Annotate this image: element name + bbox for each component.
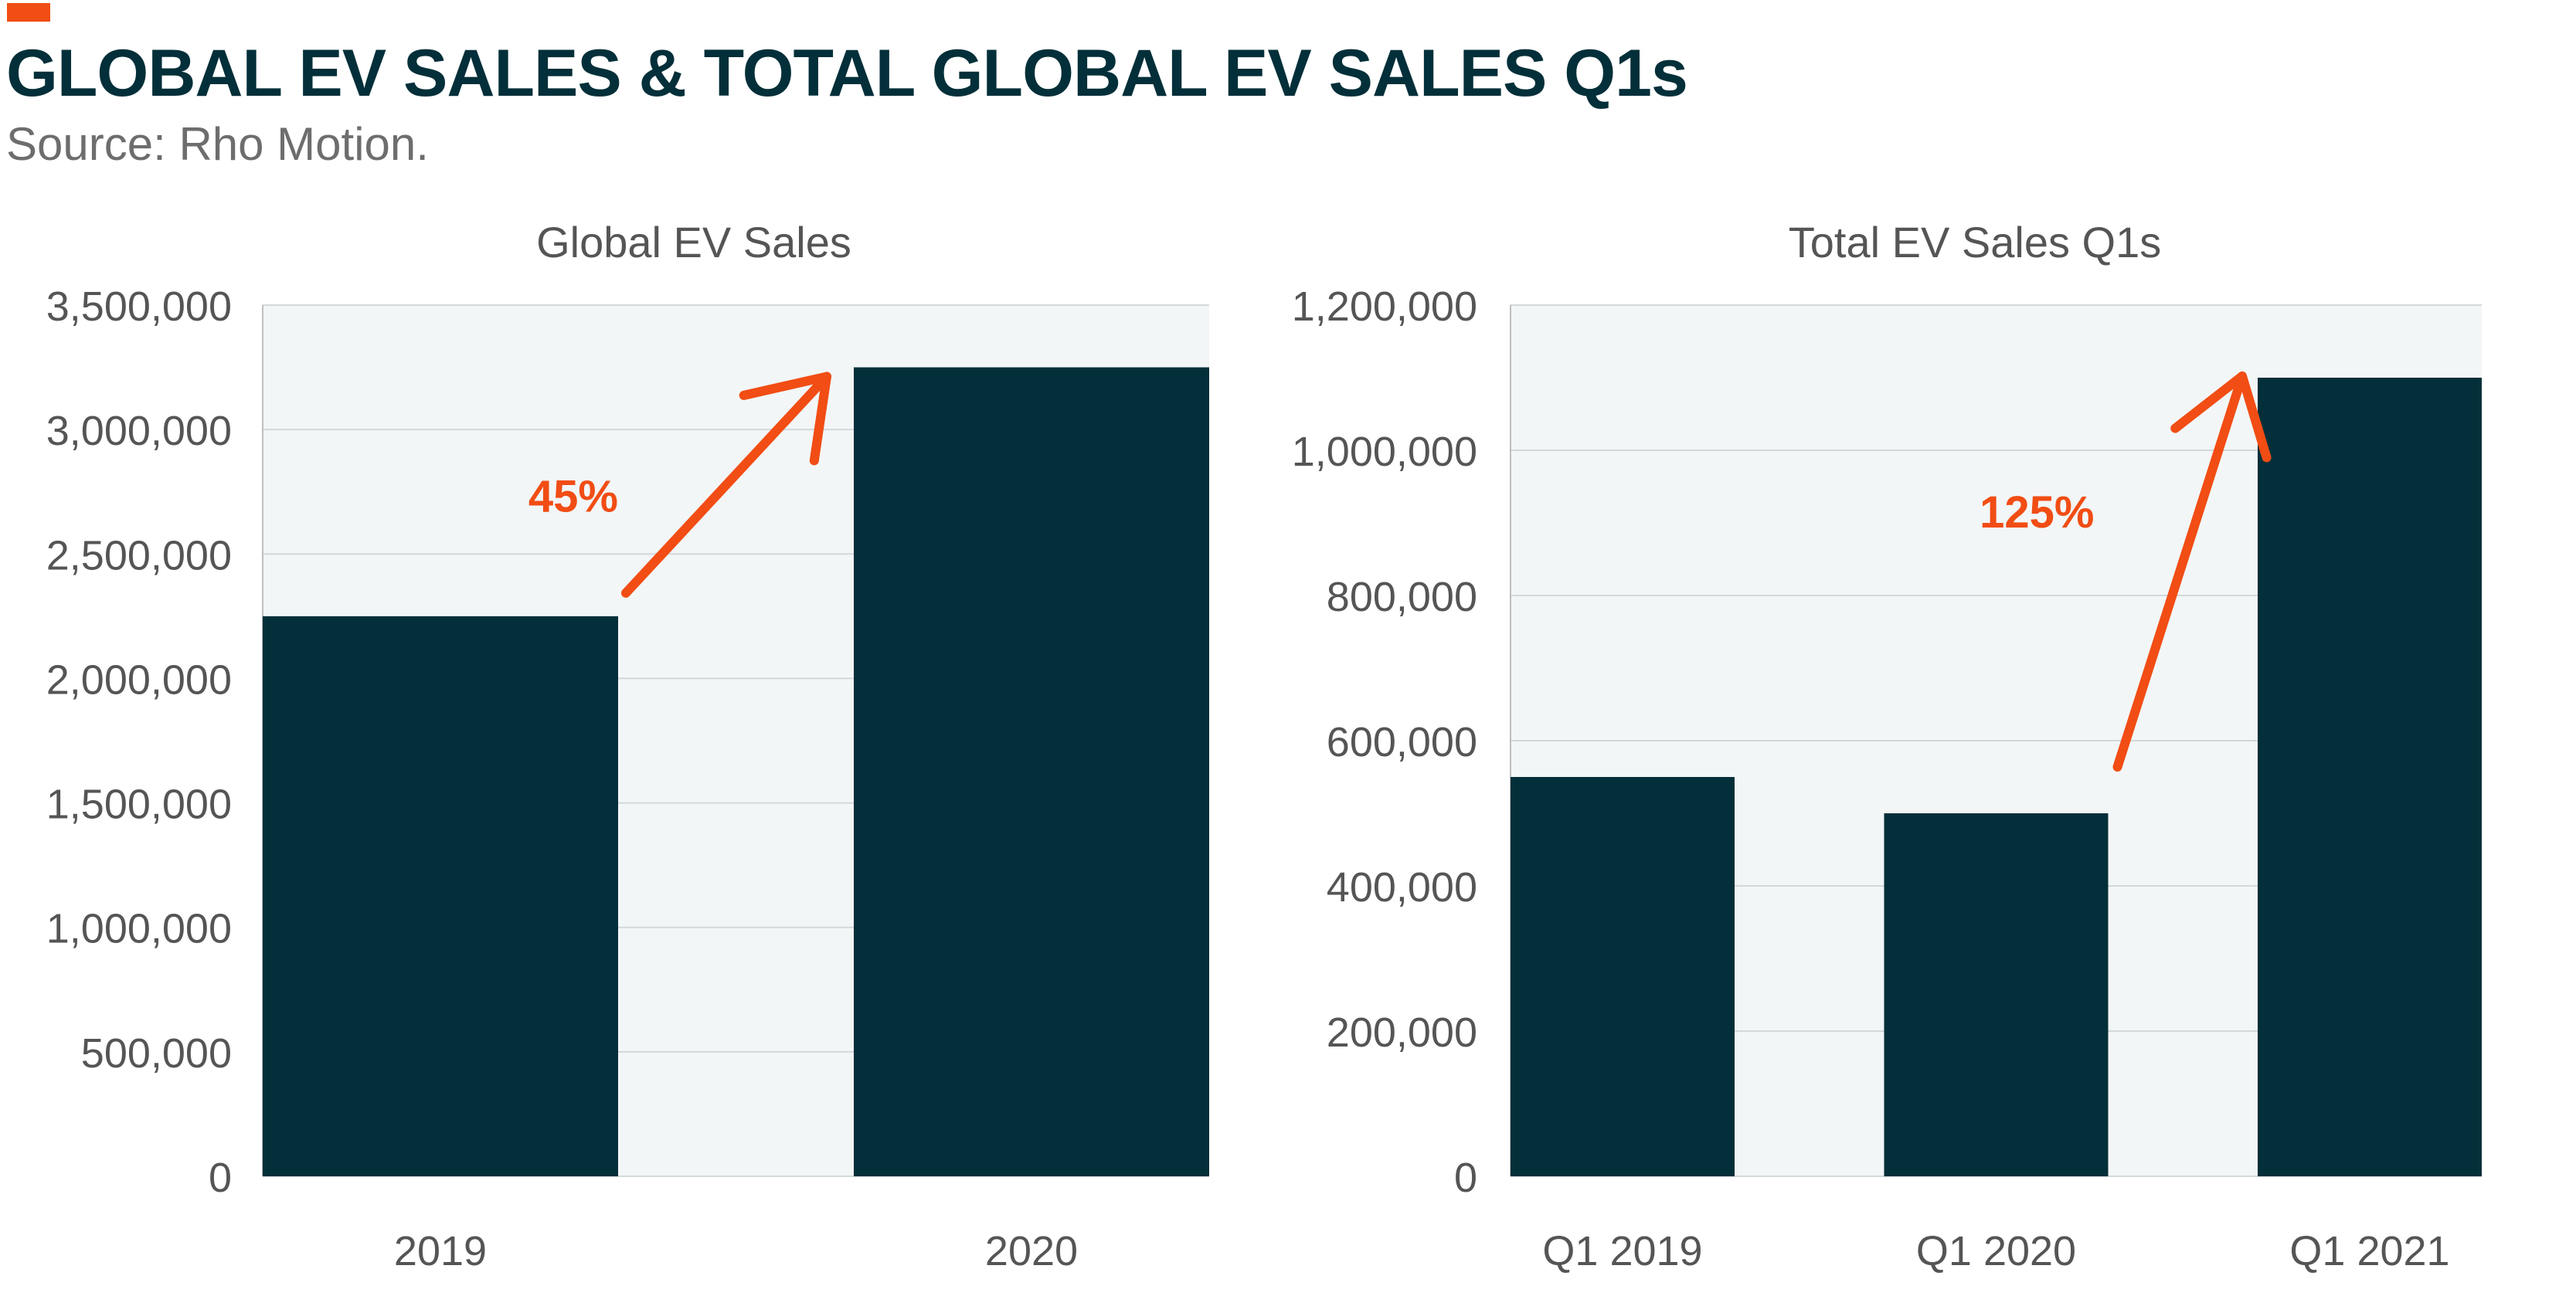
chart-title: Total EV Sales Q1s (1789, 218, 2161, 266)
arrow-head (2238, 372, 2272, 463)
x-tick-label: Q1 2021 (2289, 1228, 2449, 1274)
y-tick-label: 600,000 (1327, 719, 1477, 765)
x-tick-label: 2020 (985, 1228, 1078, 1274)
y-tick-label: 200,000 (1327, 1009, 1477, 1056)
growth-arrow (621, 372, 831, 598)
bar (263, 616, 618, 1176)
y-tick-label: 1,500,000 (46, 782, 232, 828)
growth-label: 45% (528, 472, 618, 522)
y-tick-label: 1,200,000 (1292, 283, 1477, 330)
y-tick-label: 3,500,000 (46, 283, 232, 330)
page-title: GLOBAL EV SALES & TOTAL GLOBAL EV SALES … (6, 36, 1688, 110)
arrow-head (809, 372, 831, 466)
y-tick-label: 500,000 (81, 1030, 232, 1077)
chart-1: Global EV Sales 0 500,000 1,000,000 1,500,00… (46, 218, 1209, 1274)
bar (1511, 777, 1735, 1176)
bar (854, 367, 1209, 1177)
x-tick-label: Q1 2019 (1542, 1228, 1702, 1274)
y-tick-label: 2,500,000 (46, 532, 232, 578)
arrow-shaft (621, 372, 831, 598)
page-subtitle: Source: Rho Motion. (6, 118, 429, 170)
y-tick-label: 1,000,000 (1292, 429, 1477, 475)
y-tick-label: 800,000 (1327, 574, 1477, 620)
x-tick-label: 2019 (394, 1228, 487, 1274)
y-tick-label: 1,000,000 (46, 906, 232, 952)
y-tick-label: 400,000 (1327, 864, 1477, 911)
chart-2: Total EV Sales Q1s 0 200,000 400,000 600,000… (1292, 218, 2482, 1274)
y-tick-label: 0 (209, 1155, 232, 1201)
growth-label: 125% (1980, 487, 2094, 538)
y-tick-label: 3,000,000 (46, 408, 232, 454)
bar (1884, 813, 2109, 1176)
growth-arrow (2112, 372, 2272, 772)
arrow-head (2170, 372, 2247, 433)
arrow-head (739, 372, 831, 400)
x-tick-label: Q1 2020 (1916, 1228, 2076, 1274)
arrow-shaft (2112, 372, 2247, 772)
y-tick-label: 0 (1454, 1155, 1477, 1201)
chart-title: Global EV Sales (536, 218, 851, 266)
accent-bar (7, 3, 50, 22)
y-tick-label: 2,000,000 (46, 656, 232, 703)
bar (2258, 378, 2482, 1176)
